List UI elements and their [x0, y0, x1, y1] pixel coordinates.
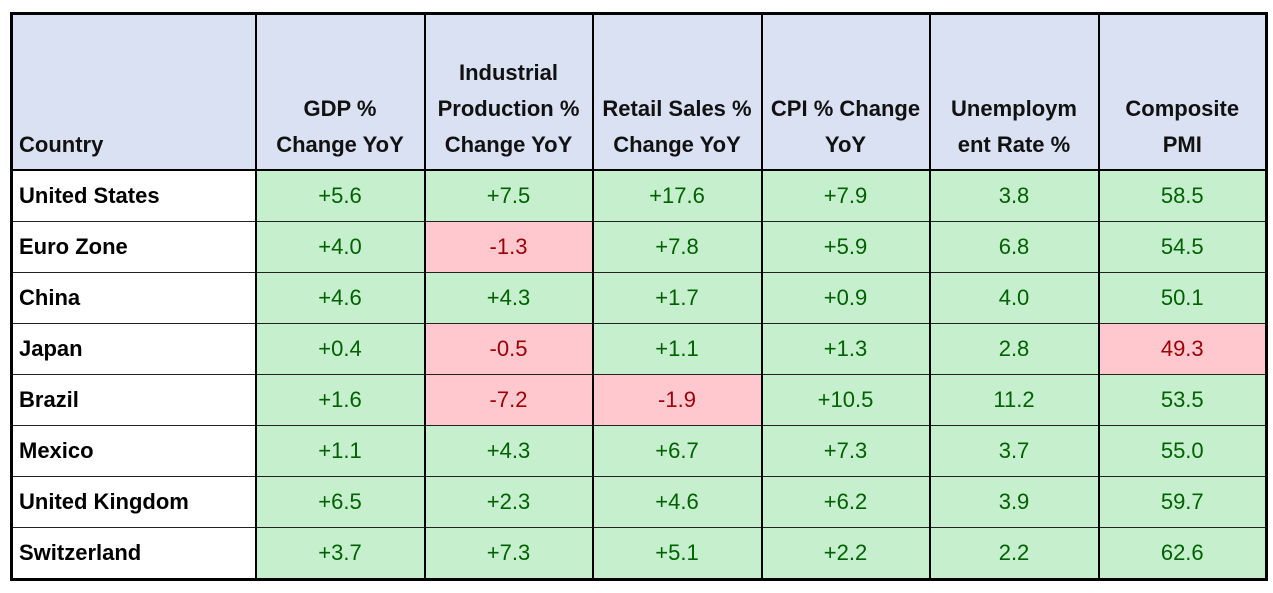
value-cell: -0.5	[423, 323, 594, 375]
value-cell: -1.3	[423, 221, 594, 273]
value-cell: +0.9	[760, 272, 931, 324]
country-cell: United States	[10, 169, 257, 222]
table-row: Switzerland +3.7 +7.3 +5.1 +2.2 2.2 62.6	[10, 527, 1268, 580]
value-cell: +1.1	[591, 323, 763, 375]
country-cell: United Kingdom	[10, 476, 257, 528]
value-cell: +5.6	[254, 169, 426, 222]
country-cell: Mexico	[10, 425, 257, 477]
value-cell: -7.2	[423, 374, 594, 426]
value-cell: 49.3	[1097, 323, 1268, 375]
table-row: Mexico +1.1 +4.3 +6.7 +7.3 3.7 55.0	[10, 425, 1268, 477]
table-row: Euro Zone +4.0 -1.3 +7.8 +5.9 6.8 54.5	[10, 221, 1268, 273]
value-cell: +5.9	[760, 221, 931, 273]
value-cell: +2.3	[423, 476, 594, 528]
value-cell: 59.7	[1097, 476, 1268, 528]
value-cell: 2.2	[928, 527, 1100, 580]
table-row: China +4.6 +4.3 +1.7 +0.9 4.0 50.1	[10, 272, 1268, 324]
value-cell: +0.4	[254, 323, 426, 375]
table-row: Japan +0.4 -0.5 +1.1 +1.3 2.8 49.3	[10, 323, 1268, 375]
value-cell: +5.1	[591, 527, 763, 580]
value-cell: 62.6	[1097, 527, 1268, 580]
value-cell: 4.0	[928, 272, 1100, 324]
value-cell: 54.5	[1097, 221, 1268, 273]
value-cell: +1.1	[254, 425, 426, 477]
value-cell: 6.8	[928, 221, 1100, 273]
value-cell: 50.1	[1097, 272, 1268, 324]
value-cell: +6.2	[760, 476, 931, 528]
value-cell: 11.2	[928, 374, 1100, 426]
value-cell: +7.8	[591, 221, 763, 273]
value-cell: +6.5	[254, 476, 426, 528]
column-header: Country	[10, 12, 257, 171]
value-cell: +7.3	[423, 527, 594, 580]
country-cell: Brazil	[10, 374, 257, 426]
value-cell: -1.9	[591, 374, 763, 426]
value-cell: +4.3	[423, 272, 594, 324]
value-cell: +1.6	[254, 374, 426, 426]
value-cell: +17.6	[591, 169, 763, 222]
value-cell: +10.5	[760, 374, 931, 426]
value-cell: 3.9	[928, 476, 1100, 528]
value-cell: +1.7	[591, 272, 763, 324]
value-cell: +7.3	[760, 425, 931, 477]
value-cell: +4.3	[423, 425, 594, 477]
column-header: CPI % Change YoY	[760, 12, 931, 171]
value-cell: 3.8	[928, 169, 1100, 222]
column-header: Unemploym ent Rate %	[928, 12, 1100, 171]
value-cell: 55.0	[1097, 425, 1268, 477]
value-cell: +4.6	[254, 272, 426, 324]
country-cell: Switzerland	[10, 527, 257, 580]
country-cell: Euro Zone	[10, 221, 257, 273]
value-cell: +4.0	[254, 221, 426, 273]
data-table: Country GDP % Change YoY Industrial Produc…	[10, 12, 1268, 581]
value-cell: 3.7	[928, 425, 1100, 477]
value-cell: +3.7	[254, 527, 426, 580]
value-cell: 2.8	[928, 323, 1100, 375]
column-header: GDP % Change YoY	[254, 12, 426, 171]
value-cell: 58.5	[1097, 169, 1268, 222]
table-row: United States +5.6 +7.5 +17.6 +7.9 3.8 58.5	[10, 169, 1268, 222]
value-cell: +1.3	[760, 323, 931, 375]
value-cell: +6.7	[591, 425, 763, 477]
column-header: Retail Sales % Change YoY	[591, 12, 763, 171]
table-body: United States +5.6 +7.5 +17.6 +7.9 3.8 58.5 Eur…	[10, 169, 1268, 580]
value-cell: +4.6	[591, 476, 763, 528]
value-cell: +7.5	[423, 169, 594, 222]
header-row: Country GDP % Change YoY Industrial Produc…	[10, 12, 1268, 171]
country-cell: Japan	[10, 323, 257, 375]
column-header: Industrial Production % Change YoY	[423, 12, 594, 171]
value-cell: +7.9	[760, 169, 931, 222]
value-cell: +2.2	[760, 527, 931, 580]
table-row: Brazil +1.6 -7.2 -1.9 +10.5 11.2 53.5	[10, 374, 1268, 426]
column-header: Composite PMI	[1097, 12, 1268, 171]
value-cell: 53.5	[1097, 374, 1268, 426]
country-cell: China	[10, 272, 257, 324]
table-row: United Kingdom +6.5 +2.3 +4.6 +6.2 3.9 59.7	[10, 476, 1268, 528]
